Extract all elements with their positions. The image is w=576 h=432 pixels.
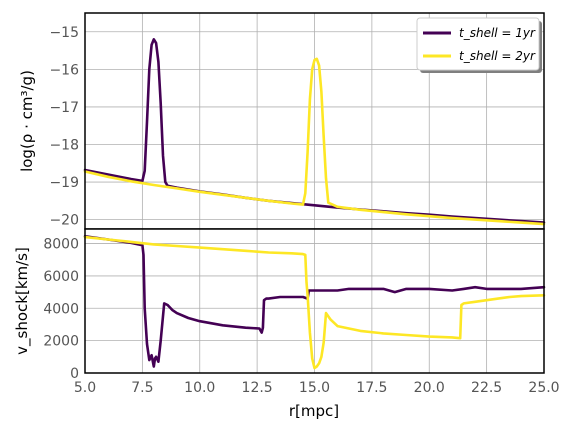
top-y-axis-label: log(ρ · cm³/g)	[18, 70, 36, 172]
bottom-y-tick-label: 8000	[43, 237, 79, 253]
bottom-panel-frame	[84, 228, 545, 374]
legend-label-2yr: t_shell = 2yr	[459, 49, 536, 63]
bottom-series-line-1yr	[83, 235, 546, 368]
top-y-tick-label: −19	[49, 175, 79, 191]
top-y-tick-label: −18	[49, 137, 79, 153]
x-tick-label: 12.5	[242, 380, 273, 396]
legend-label-1yr: t_shell = 1yr	[459, 26, 536, 40]
x-tick-label: 5.0	[74, 380, 96, 396]
top-y-tick-label: −17	[49, 100, 79, 116]
bottom-y-tick-labels: 0 2000 4000 6000 8000	[43, 237, 79, 382]
top-y-tick-labels: −20 −19 −18 −17 −16 −15	[49, 25, 79, 229]
bottom-y-tick-label: 6000	[43, 269, 79, 285]
x-tick-label: 10.0	[184, 380, 215, 396]
top-y-tick-label: −16	[49, 62, 79, 78]
top-panel: −20 −19 −18 −17 −16 −15 log(ρ · cm³/g) t_shel…	[18, 12, 546, 230]
bottom-series-line-2yr	[83, 235, 546, 370]
bottom-series-group	[83, 235, 546, 370]
bottom-y-tick-label: 2000	[43, 334, 79, 350]
x-tick-label: 17.5	[356, 380, 387, 396]
x-tick-labels: 5.0 7.5 10.0 12.5 15.0 17.5 20.0 22.5 25.0	[74, 380, 560, 396]
bottom-panel: 0 2000 4000 6000 8000 5.0 7.5 10.0 12.5 15.0 17.5…	[13, 228, 560, 420]
x-axis-label: r[mpc]	[289, 402, 339, 420]
x-tick-label: 25.0	[528, 380, 559, 396]
top-series-group	[83, 37, 546, 226]
x-tick-label: 7.5	[131, 380, 153, 396]
bottom-y-tick-label: 4000	[43, 301, 79, 317]
legend: t_shell = 1yr t_shell = 2yr	[416, 17, 542, 73]
bottom-y-tick-label: 0	[70, 366, 79, 382]
x-tick-label: 22.5	[471, 380, 502, 396]
top-series-line-2yr	[83, 57, 546, 226]
x-tick-label: 20.0	[414, 380, 445, 396]
top-y-tick-label: −15	[49, 25, 79, 41]
bottom-y-axis-label: v_shock[km/s]	[13, 247, 32, 355]
x-tick-label: 15.0	[299, 380, 330, 396]
top-y-tick-label: −20	[49, 213, 79, 229]
